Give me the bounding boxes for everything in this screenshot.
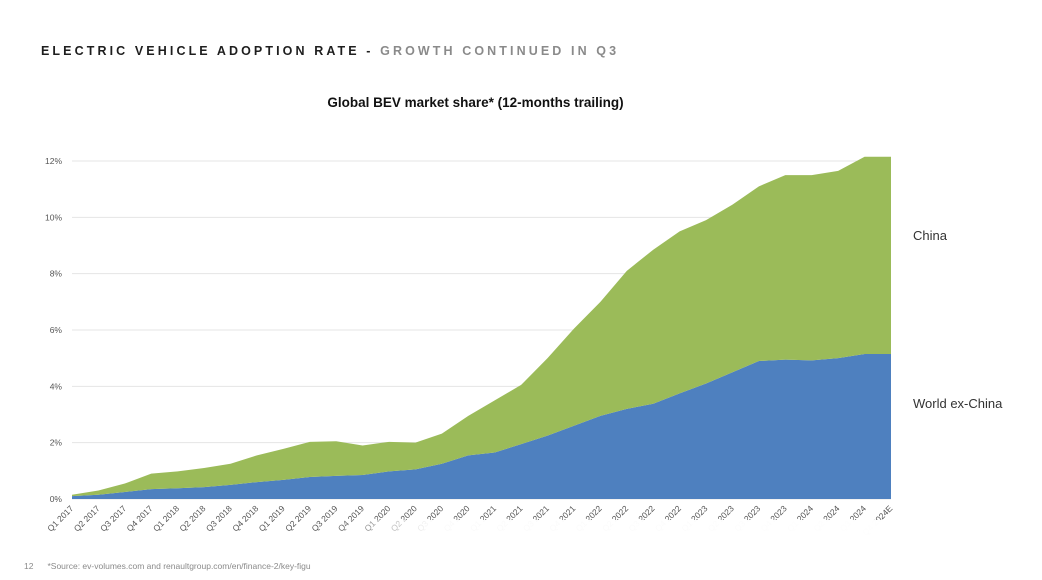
y-tick-label-6: 12% <box>45 156 62 166</box>
page-number: 12 <box>24 561 34 571</box>
y-tick-label-2: 4% <box>50 381 63 391</box>
y-tick-label-4: 8% <box>50 269 63 279</box>
series-label-world-ex-china: World ex-China <box>913 396 1003 411</box>
x-tick-label-3: Q4 2017 <box>125 503 155 533</box>
footer-fade-overlay <box>330 520 1042 580</box>
x-tick-label-8: Q1 2019 <box>257 503 287 533</box>
x-tick-label-2: Q3 2017 <box>98 503 128 533</box>
y-tick-label-3: 6% <box>50 325 63 335</box>
x-tick-label-5: Q2 2018 <box>177 503 207 533</box>
chart-title: Global BEV market share* (12-months trai… <box>327 95 624 110</box>
x-tick-label-6: Q3 2018 <box>204 503 234 533</box>
x-tick-label-4: Q1 2018 <box>151 503 181 533</box>
y-tick-label-1: 2% <box>50 438 63 448</box>
x-tick-label-9: Q2 2019 <box>283 503 313 533</box>
area-world-ex-china <box>72 353 891 499</box>
x-tick-label-0: Q1 2017 <box>45 503 75 533</box>
y-tick-label-0: 0% <box>50 494 63 504</box>
source-note: *Source: ev-volumes.com and renaultgroup… <box>47 561 311 571</box>
x-tick-label-7: Q4 2018 <box>230 503 260 533</box>
area-china <box>72 156 891 497</box>
footer: 12 *Source: ev-volumes.com and renaultgro… <box>24 561 311 571</box>
header-subtitle-text: GROWTH CONTINUED IN Q3 <box>380 44 620 58</box>
x-tick-label-1: Q2 2017 <box>72 503 102 533</box>
header-main-text: ELECTRIC VEHICLE ADOPTION RATE - <box>41 44 381 58</box>
series-label-china: China <box>913 228 947 243</box>
slide-header: ELECTRIC VEHICLE ADOPTION RATE - GROWTH … <box>41 44 619 58</box>
y-tick-label-5: 10% <box>45 212 62 222</box>
